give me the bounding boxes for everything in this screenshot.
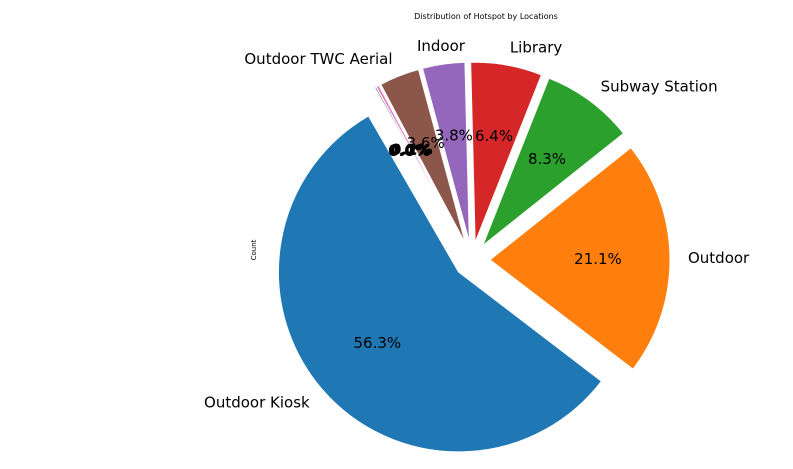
slice-category-label: Outdoor TWC Aerial xyxy=(244,50,392,68)
slice-category-label: Library xyxy=(510,38,563,56)
pie-slice xyxy=(481,77,625,248)
slice-percent-label: 0.1% xyxy=(390,141,432,159)
pie-slices xyxy=(277,61,671,453)
pie-slice xyxy=(470,61,543,243)
pie-slice xyxy=(380,68,466,244)
slice-percent-label: 8.3% xyxy=(528,150,566,168)
slice-category-label: Indoor xyxy=(417,37,466,55)
slice-percent-label: 21.1% xyxy=(574,250,622,268)
slice-percent-label: 6.4% xyxy=(475,127,513,145)
slice-percent-label: 56.3% xyxy=(354,334,402,352)
slice-category-label: Outdoor xyxy=(688,249,750,267)
slice-percent-label: 0.0% xyxy=(388,142,430,160)
pie-slice xyxy=(421,61,470,243)
y-axis-label: Count xyxy=(250,239,258,260)
slice-category-label: Outdoor Kiosk xyxy=(204,394,310,412)
slice-percent-label: 0.2% xyxy=(391,140,433,158)
slice-percent-label: 0.0% xyxy=(389,141,431,159)
slice-percent-label: 0.0% xyxy=(389,142,431,160)
pie-slice xyxy=(372,87,464,245)
chart-title: Distribution of Hotspot by Locations xyxy=(414,12,558,21)
slice-percent-label: 0.0% xyxy=(388,142,430,160)
slice-category-label: Subway Station xyxy=(601,77,718,95)
pie-slice xyxy=(489,146,671,370)
pie-labels: 56.3% Outdoor Kiosk 21.1% Outdoor 8.3% Subway… xyxy=(204,37,750,411)
slice-percent-label: 3.8% xyxy=(435,126,473,144)
slice-percent-label: 3.6% xyxy=(407,134,445,152)
pie-slice xyxy=(277,115,603,453)
